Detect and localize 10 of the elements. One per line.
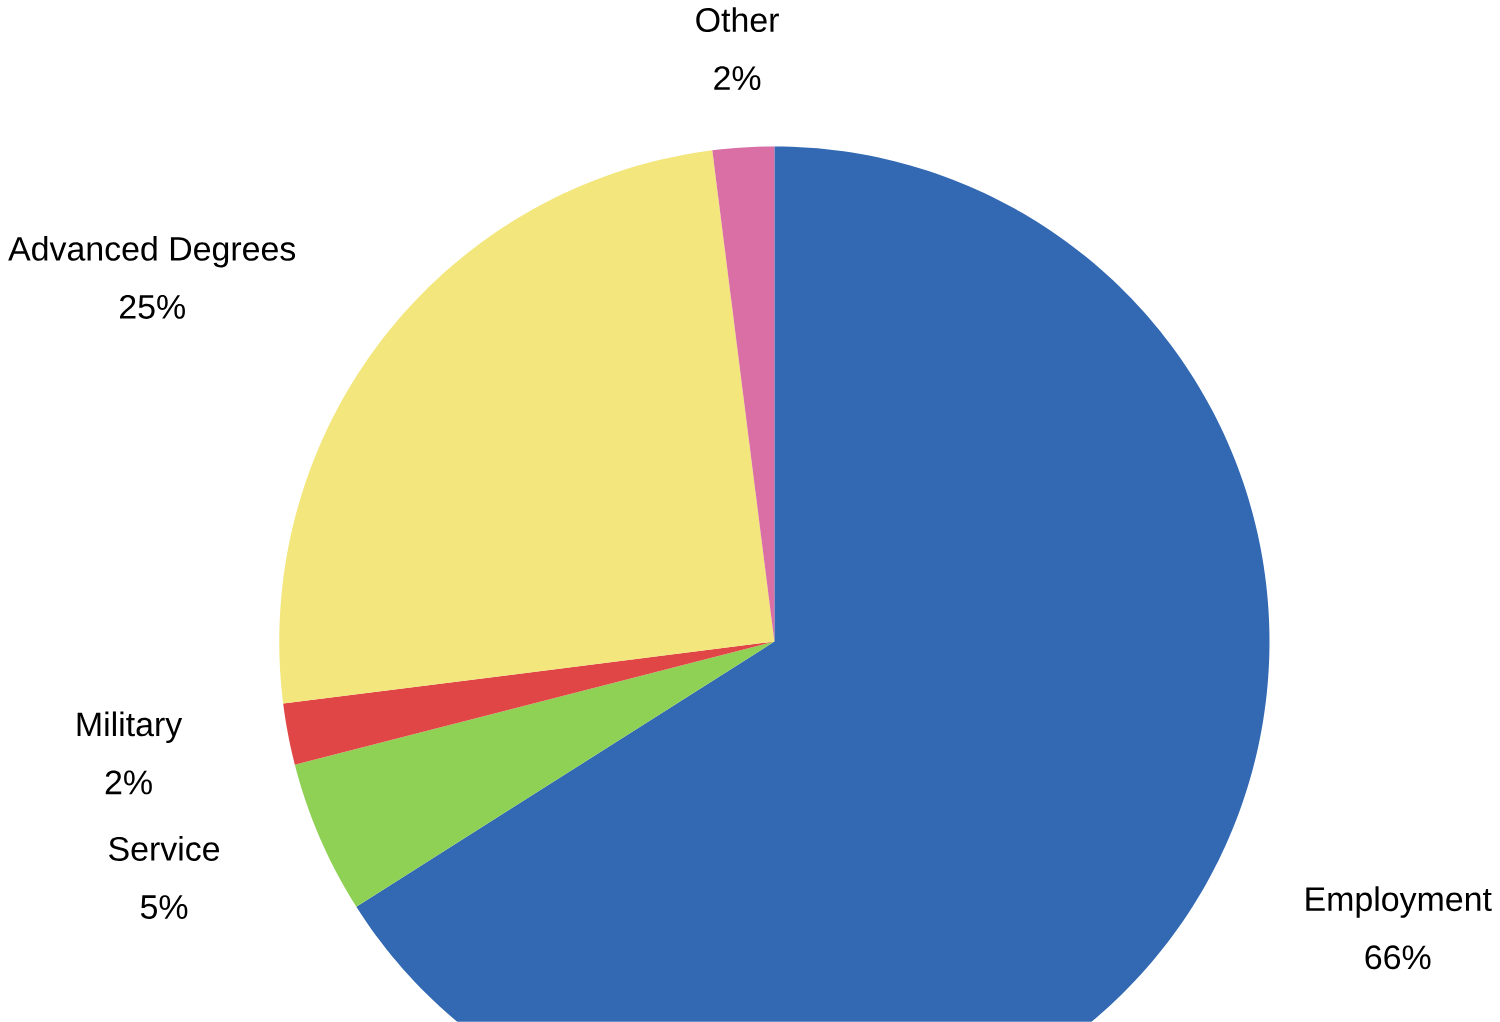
slice-label: Employment [1306,886,1492,919]
slice-label: Other [696,7,779,33]
data-label: 66% [1365,945,1431,970]
slice-label: Military [77,711,183,744]
data-label: 2% [105,770,152,795]
data-label: 25% [120,295,185,320]
data-label: 2% [714,66,761,91]
slice-label: Service [109,836,220,862]
slice-label: Advanced Degrees [8,236,296,268]
data-label: 5% [140,895,188,920]
